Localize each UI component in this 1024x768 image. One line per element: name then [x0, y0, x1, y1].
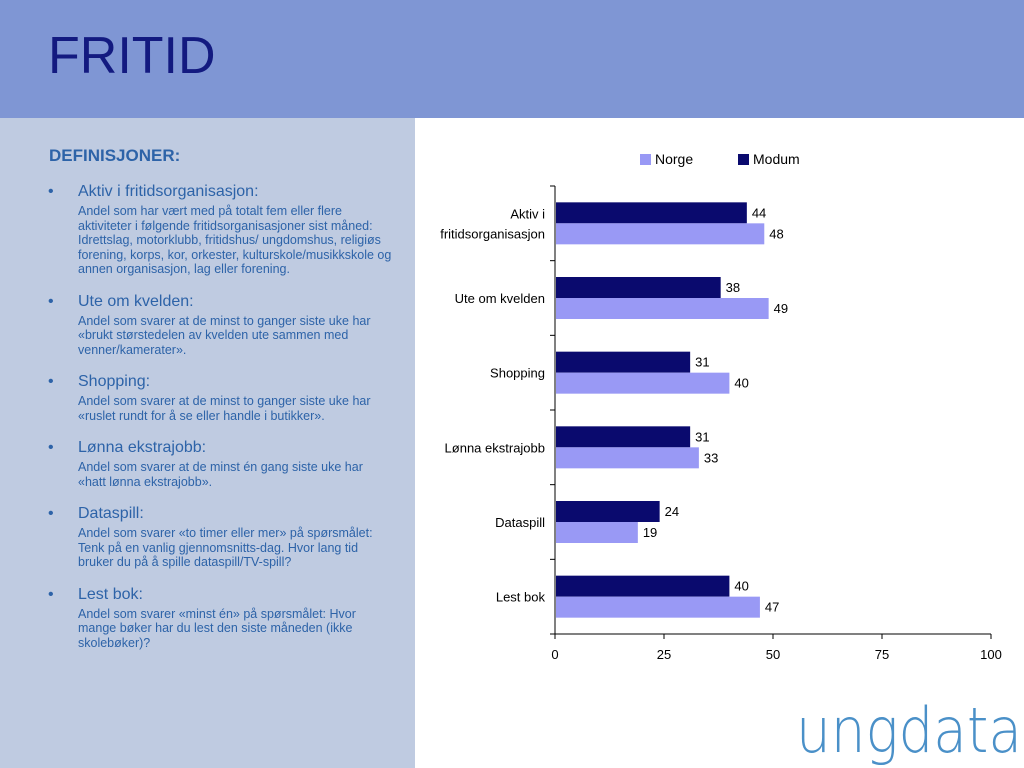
definition-term: Dataspill:	[78, 505, 144, 522]
definition-text: Andel som svarer at de minst to ganger s…	[78, 313, 371, 357]
bar	[556, 298, 769, 319]
data-label: 31	[695, 355, 709, 370]
definition-item: • Lønna ekstrajobb: Andel som svarer at …	[48, 438, 393, 489]
bullet-icon: •	[48, 292, 54, 310]
bar	[556, 202, 747, 224]
data-label: 47	[765, 600, 779, 615]
category-label: Dataspill	[495, 515, 545, 530]
bar	[556, 501, 660, 522]
header-bar: FRITID	[0, 0, 1024, 118]
definition-item: • Aktiv i fritidsorganisasjon: Andel som…	[48, 182, 393, 277]
data-label: 38	[726, 280, 740, 295]
data-label: 40	[734, 376, 748, 391]
bar	[556, 426, 691, 448]
bar	[556, 575, 730, 597]
bullet-icon: •	[48, 373, 54, 390]
definitions-list: • Aktiv i fritidsorganisasjon: Andel som…	[48, 182, 393, 665]
definition-item: • Shopping: Andel som svarer at de minst…	[48, 372, 393, 423]
bar	[556, 277, 721, 298]
bullet-icon: •	[48, 183, 54, 200]
definitions-panel: DEFINISJONER: • Aktiv i fritidsorganisas…	[0, 118, 415, 768]
legend-label: Norge	[655, 151, 693, 167]
x-tick-label: 25	[657, 647, 671, 662]
bar	[556, 522, 638, 543]
definition-term: Shopping:	[78, 373, 151, 390]
data-label: 40	[734, 579, 748, 594]
category-label: Lest bok	[496, 590, 546, 605]
data-label: 19	[643, 525, 657, 540]
definition-term: Lest bok:	[78, 585, 143, 603]
category-label: Aktiv i	[510, 206, 545, 221]
definition-item: • Ute om kvelden: Andel som svarer at de…	[48, 292, 393, 358]
legend-label: Modum	[753, 151, 800, 167]
bar	[556, 596, 760, 618]
legend-swatch	[738, 154, 749, 165]
bullet-icon: •	[48, 585, 54, 603]
definition-text: Andel som svarer at de minst to ganger s…	[78, 394, 371, 423]
bar	[556, 351, 691, 373]
ungdata-logo: ungdata	[796, 700, 1022, 766]
data-label: 48	[769, 226, 783, 241]
bar	[556, 223, 765, 245]
definition-term: Lønna ekstrajobb:	[78, 439, 207, 456]
x-tick-label: 50	[766, 647, 780, 662]
definition-text: Andel som har vært med på totalt fem ell…	[78, 204, 392, 276]
definitions-heading: DEFINISJONER:	[49, 146, 181, 165]
category-label: Ute om kvelden	[455, 291, 545, 306]
definition-term: Aktiv i fritidsorganisasjon:	[78, 183, 259, 200]
x-tick-label: 75	[875, 647, 889, 662]
definition-term: Ute om kvelden:	[78, 292, 194, 310]
data-label: 31	[695, 429, 709, 444]
definition-item: • Dataspill: Andel som svarer «to timer …	[48, 504, 393, 570]
data-label: 44	[752, 205, 766, 220]
definition-text: Andel som svarer «minst én» på spørsmåle…	[78, 606, 356, 650]
definition-item: • Lest bok: Andel som svarer «minst én» …	[48, 585, 393, 651]
x-tick-label: 100	[980, 647, 1002, 662]
definition-text: Andel som svarer «to timer eller mer» på…	[78, 526, 373, 569]
data-label: 33	[704, 450, 718, 465]
category-label: Shopping	[490, 366, 545, 381]
category-label: Lønna ekstrajobb	[445, 440, 545, 455]
bar	[556, 447, 699, 469]
logo-text: ungdata	[796, 700, 1022, 766]
x-tick-label: 0	[551, 647, 558, 662]
bullet-icon: •	[48, 505, 54, 522]
page-title: FRITID	[48, 27, 216, 85]
bullet-icon: •	[48, 439, 54, 456]
category-label: fritidsorganisasjon	[440, 226, 545, 241]
bar	[556, 372, 730, 394]
data-label: 24	[665, 504, 679, 519]
data-label: 49	[774, 301, 788, 316]
legend-swatch	[640, 154, 651, 165]
definition-text: Andel som svarer at de minst én gang sis…	[78, 460, 363, 489]
